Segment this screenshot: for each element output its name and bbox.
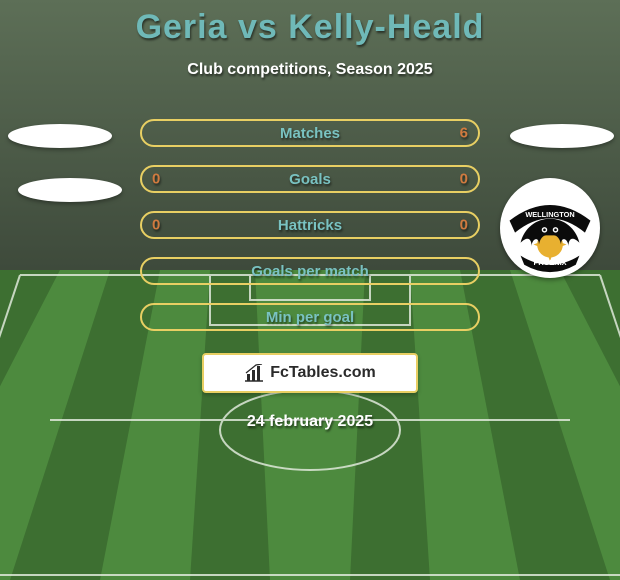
brand-box[interactable]: FcTables.com xyxy=(202,353,418,393)
badge-text-bottom: PHOENIX xyxy=(533,258,566,267)
stat-right-value: 0 xyxy=(460,171,468,188)
brand-chart-icon xyxy=(244,364,264,382)
badge-text-top: WELLINGTON xyxy=(525,210,574,219)
stat-label: Min per goal xyxy=(266,309,354,326)
stat-label: Goals xyxy=(289,171,331,188)
stat-right-value: 6 xyxy=(460,125,468,142)
date-label: 24 february 2025 xyxy=(0,413,620,431)
stat-row: Min per goal xyxy=(140,303,480,331)
stat-left-value: 0 xyxy=(152,217,160,234)
left-player-silhouette-1 xyxy=(8,124,112,148)
subtitle: Club competitions, Season 2025 xyxy=(0,61,620,79)
stat-row: Matches 6 xyxy=(140,119,480,147)
stat-right-value: 0 xyxy=(460,217,468,234)
stat-label: Hattricks xyxy=(278,217,342,234)
team-badge-wellington-phoenix: WELLINGTON PHOENIX xyxy=(500,178,600,278)
left-player-silhouette-2 xyxy=(18,178,122,202)
stat-row: Goals 0 0 xyxy=(140,165,480,193)
brand-text: FcTables.com xyxy=(270,364,376,382)
stat-row: Hattricks 0 0 xyxy=(140,211,480,239)
page-title: Geria vs Kelly-Heald xyxy=(0,8,620,47)
stat-left-value: 0 xyxy=(152,171,160,188)
stat-label: Matches xyxy=(280,125,340,142)
stat-row: Goals per match xyxy=(140,257,480,285)
right-player-silhouette xyxy=(510,124,614,148)
stat-label: Goals per match xyxy=(251,263,369,280)
